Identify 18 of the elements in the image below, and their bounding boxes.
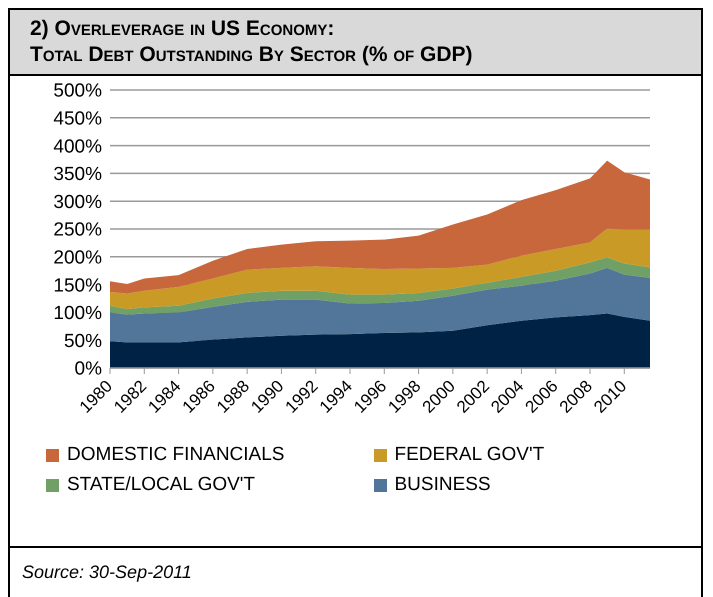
chart-title: 2) Overleverage in US Economy:	[30, 16, 336, 42]
legend-label: FEDERAL GOV'T	[394, 444, 544, 466]
y-tick-label: 250%	[53, 220, 102, 241]
y-tick-label: 450%	[53, 108, 102, 130]
chart-subtitle: Total Debt Outstanding By Sector (% of GDP)	[30, 42, 474, 68]
y-tick-label: 50%	[64, 330, 102, 352]
y-tick-label: 400%	[53, 136, 102, 158]
y-tick-label: 200%	[53, 248, 102, 269]
source-note: Source: 30-Sep-2011	[22, 562, 193, 583]
y-tick-label: 350%	[53, 164, 102, 186]
y-tick-label: 300%	[53, 192, 102, 213]
y-tick-label: 500%	[53, 80, 102, 102]
legend-label: DOMESTIC FINANCIALS	[67, 444, 284, 466]
y-tick-label: 0%	[74, 358, 102, 380]
legend-label: BUSINESS	[394, 474, 491, 496]
y-tick-label: 150%	[53, 275, 102, 296]
y-tick-label: 100%	[53, 303, 102, 324]
legend-label: STATE/LOCAL GOV'T	[67, 474, 256, 496]
